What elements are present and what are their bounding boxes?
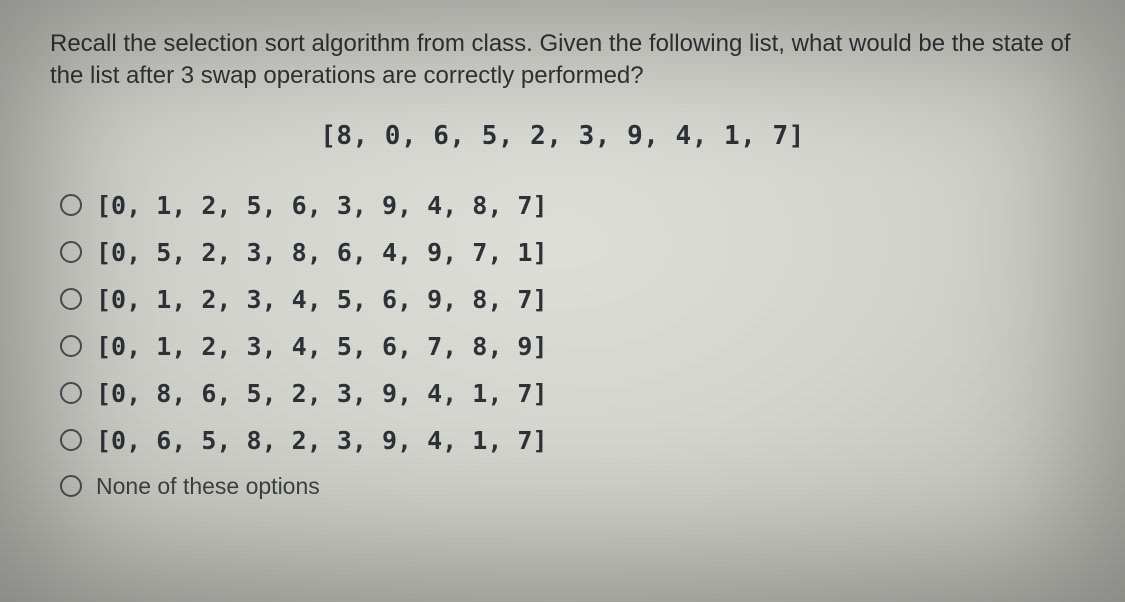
radio-icon[interactable] bbox=[60, 194, 82, 216]
option-label: [0, 5, 2, 3, 8, 6, 4, 9, 7, 1] bbox=[96, 238, 548, 267]
radio-icon[interactable] bbox=[60, 382, 82, 404]
given-list-container: [8, 0, 6, 5, 2, 3, 9, 4, 1, 7] bbox=[50, 121, 1075, 151]
option-label: [0, 1, 2, 5, 6, 3, 9, 4, 8, 7] bbox=[96, 191, 548, 220]
option-row[interactable]: [0, 6, 5, 8, 2, 3, 9, 4, 1, 7] bbox=[60, 426, 1075, 455]
option-row[interactable]: None of these options bbox=[60, 473, 1075, 500]
option-row[interactable]: [0, 1, 2, 3, 4, 5, 6, 9, 8, 7] bbox=[60, 285, 1075, 314]
radio-icon[interactable] bbox=[60, 288, 82, 310]
question-text: Recall the selection sort algorithm from… bbox=[50, 28, 1075, 93]
option-row[interactable]: [0, 8, 6, 5, 2, 3, 9, 4, 1, 7] bbox=[60, 379, 1075, 408]
option-label: [0, 1, 2, 3, 4, 5, 6, 7, 8, 9] bbox=[96, 332, 548, 361]
option-row[interactable]: [0, 1, 2, 5, 6, 3, 9, 4, 8, 7] bbox=[60, 191, 1075, 220]
option-label: [0, 8, 6, 5, 2, 3, 9, 4, 1, 7] bbox=[96, 379, 548, 408]
given-list-code: [8, 0, 6, 5, 2, 3, 9, 4, 1, 7] bbox=[320, 121, 805, 151]
radio-icon[interactable] bbox=[60, 429, 82, 451]
radio-icon[interactable] bbox=[60, 475, 82, 497]
radio-icon[interactable] bbox=[60, 241, 82, 263]
option-row[interactable]: [0, 5, 2, 3, 8, 6, 4, 9, 7, 1] bbox=[60, 238, 1075, 267]
options-list: [0, 1, 2, 5, 6, 3, 9, 4, 8, 7] [0, 5, 2,… bbox=[60, 191, 1075, 500]
option-label: [0, 6, 5, 8, 2, 3, 9, 4, 1, 7] bbox=[96, 426, 548, 455]
option-row[interactable]: [0, 1, 2, 3, 4, 5, 6, 7, 8, 9] bbox=[60, 332, 1075, 361]
option-label: None of these options bbox=[96, 473, 320, 500]
option-label: [0, 1, 2, 3, 4, 5, 6, 9, 8, 7] bbox=[96, 285, 548, 314]
quiz-question-block: Recall the selection sort algorithm from… bbox=[0, 0, 1125, 520]
radio-icon[interactable] bbox=[60, 335, 82, 357]
